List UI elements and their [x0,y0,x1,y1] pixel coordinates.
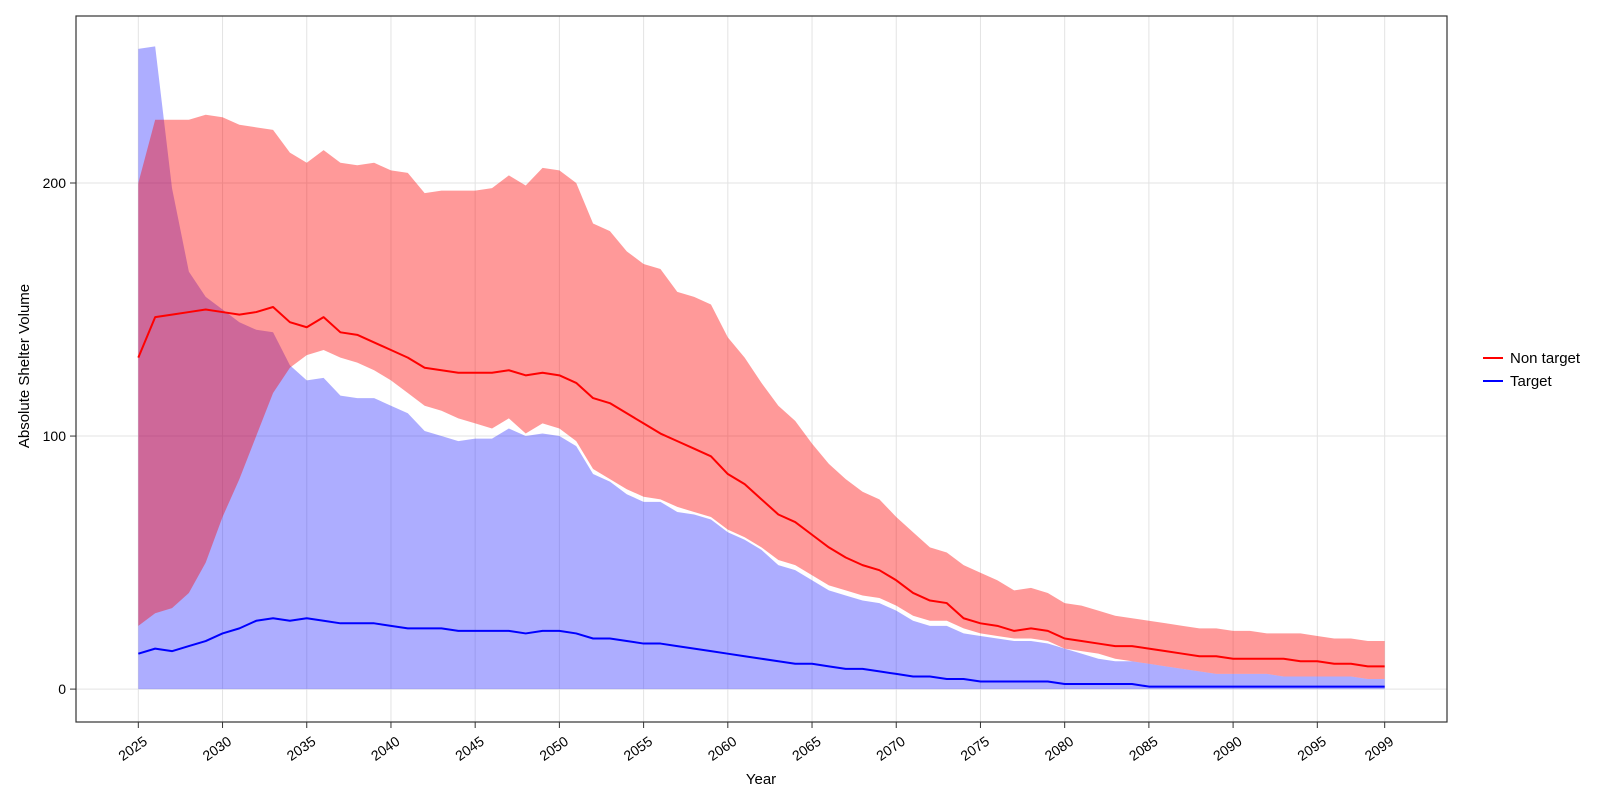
y-tick-label: 0 [58,681,66,697]
y-tick-label: 200 [43,175,67,191]
x-tick-label: 2035 [284,733,319,764]
x-axis-ticks: 2025 2030 2035 2040 2045 2050 2055 2060 2065 2070… [115,722,1397,764]
y-axis-ticks: 0 100 200 [43,175,76,697]
x-tick-label: 2080 [1042,733,1077,764]
x-tick-label: 2060 [705,733,740,764]
y-tick-label: 100 [43,428,67,444]
x-tick-label: 2070 [873,733,908,764]
x-tick-label: 2075 [957,733,992,764]
legend: Non target Target [1483,350,1581,390]
x-tick-label: 2085 [1126,733,1161,764]
x-tick-label: 2055 [621,733,656,764]
band-non-target [138,114,1385,679]
legend-label: Non target [1510,350,1581,367]
band-target [138,46,1385,690]
x-axis-label: Year [746,771,776,788]
x-tick-label: 2095 [1294,733,1329,764]
x-tick-label: 2090 [1210,733,1245,764]
x-tick-label: 2065 [789,733,824,764]
line-target [138,617,1385,688]
x-tick-label: 2050 [536,733,571,764]
confidence-bands [138,46,1385,690]
y-axis-label: Absolute Shelter Volume [16,284,33,448]
plot-frame [75,15,1448,723]
x-tick-label: 2045 [452,733,487,764]
x-tick-label: 2040 [368,733,403,764]
mean-lines [137,306,1385,688]
x-tick-label: 2025 [115,733,150,764]
grid [76,16,1447,722]
x-tick-label: 2099 [1362,733,1397,764]
x-tick-label: 2030 [200,733,235,764]
legend-label: Target [1510,373,1553,390]
line-non-target [137,306,1385,668]
